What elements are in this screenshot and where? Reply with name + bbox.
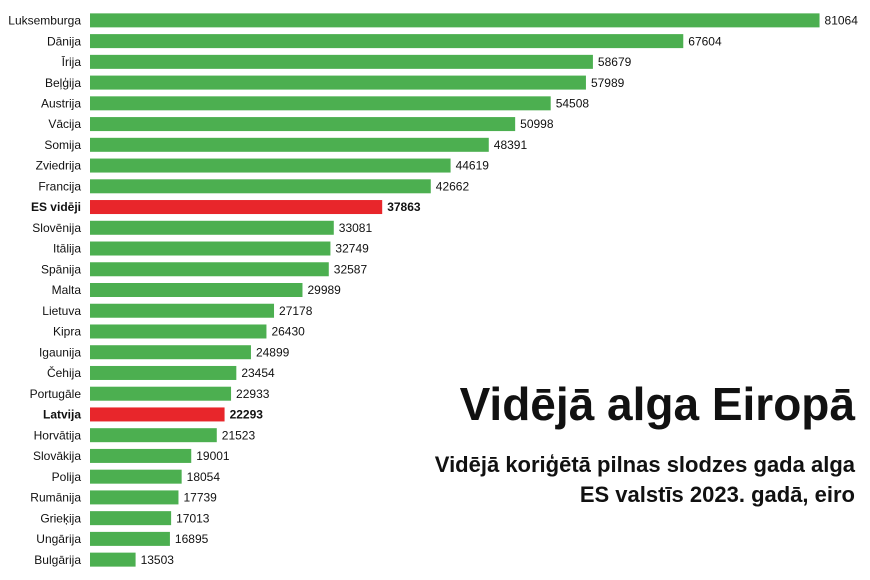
category-label: Beļģija — [45, 76, 81, 90]
category-label: Slovākija — [33, 449, 81, 463]
chart-title: Vidējā alga Eiropā — [460, 378, 856, 430]
value-label: 18054 — [187, 470, 221, 484]
value-label: 23454 — [241, 366, 275, 380]
bar — [90, 428, 217, 443]
bar — [90, 117, 516, 132]
value-label: 21523 — [222, 428, 256, 442]
value-label: 48391 — [494, 138, 528, 152]
bar — [90, 345, 251, 360]
category-label: Grieķija — [40, 511, 81, 525]
value-label: 37863 — [387, 200, 421, 214]
value-label: 54508 — [556, 97, 590, 111]
value-label: 17739 — [183, 491, 217, 505]
value-label: 24899 — [256, 345, 290, 359]
category-label: Austrija — [41, 97, 81, 111]
category-label: Itālija — [53, 242, 81, 256]
chart-subtitle: ES valstīs 2023. gadā, eiro — [580, 482, 855, 507]
bar — [90, 365, 237, 380]
bar — [90, 200, 383, 215]
bar — [90, 54, 593, 69]
value-label: 29989 — [307, 283, 341, 297]
category-label: Luksemburga — [8, 14, 81, 28]
bar — [90, 469, 182, 484]
value-label: 19001 — [196, 449, 230, 463]
value-label: 67604 — [688, 34, 722, 48]
value-label: 17013 — [176, 511, 210, 525]
value-label: 26430 — [271, 325, 305, 339]
bar — [90, 324, 267, 339]
chart-subtitle: Vidējā koriģētā pilnas slodzes gada alga — [435, 452, 856, 477]
category-label: Francija — [38, 179, 81, 193]
bar — [90, 552, 136, 567]
category-label: Slovēnija — [32, 221, 81, 235]
value-label: 13503 — [141, 553, 175, 567]
value-label: 50998 — [520, 117, 554, 131]
bar — [90, 283, 303, 297]
value-label: 44619 — [456, 159, 490, 173]
category-label: Īrija — [62, 55, 82, 69]
bar — [90, 75, 586, 90]
category-label: Somija — [44, 138, 81, 152]
category-label: Zviedrija — [36, 159, 82, 173]
bar — [90, 96, 551, 111]
bar — [90, 158, 451, 173]
value-label: 81064 — [825, 14, 859, 28]
bar — [90, 241, 331, 256]
bar — [90, 386, 232, 401]
bar — [90, 13, 820, 28]
bar — [90, 448, 192, 463]
value-label: 32749 — [335, 242, 369, 256]
value-label: 22933 — [236, 387, 270, 401]
category-label: Rumānija — [30, 491, 81, 505]
category-label: ES vidēji — [31, 200, 81, 214]
category-label: Portugāle — [30, 387, 82, 401]
bar — [90, 220, 334, 235]
bar — [90, 262, 329, 277]
bar — [90, 179, 431, 194]
category-label: Polija — [52, 470, 82, 484]
value-label: 27178 — [279, 304, 313, 318]
value-label: 32587 — [334, 262, 368, 276]
category-label: Kipra — [53, 325, 81, 339]
bar — [90, 490, 179, 505]
category-label: Čehija — [47, 365, 81, 380]
category-label: Latvija — [43, 408, 81, 422]
category-label: Bulgārija — [34, 553, 81, 567]
bar — [90, 137, 489, 152]
category-label: Horvātija — [34, 428, 82, 442]
category-label: Spānija — [41, 262, 81, 276]
bar — [90, 531, 170, 546]
category-label: Ungārija — [36, 532, 81, 546]
bar — [90, 34, 684, 49]
value-label: 57989 — [591, 76, 625, 90]
value-label: 33081 — [339, 221, 373, 235]
category-label: Malta — [52, 283, 82, 297]
bar — [90, 407, 225, 422]
category-label: Lietuva — [42, 304, 81, 318]
bar — [90, 511, 172, 526]
category-label: Dānija — [47, 34, 81, 48]
value-label: 16895 — [175, 532, 209, 546]
bar — [90, 303, 275, 318]
value-label: 42662 — [436, 179, 470, 193]
value-label: 58679 — [598, 55, 632, 69]
category-label: Igaunija — [39, 345, 81, 359]
value-label: 22293 — [230, 408, 264, 422]
category-label: Vācija — [48, 117, 81, 131]
